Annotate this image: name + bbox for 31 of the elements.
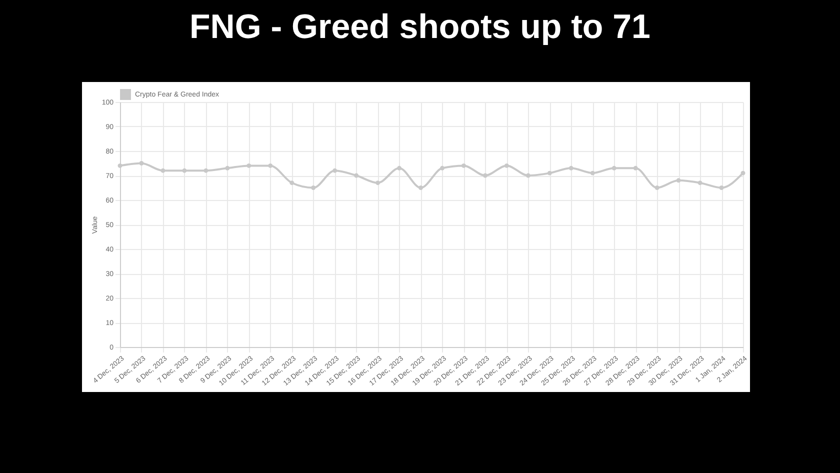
point [332,168,338,173]
point [246,163,252,168]
point [160,168,166,173]
point [139,161,144,166]
point [676,178,681,183]
point [612,166,616,170]
point [204,168,208,173]
point [311,186,316,190]
point [290,180,294,186]
point [461,163,466,168]
point [568,166,574,170]
point [633,166,638,170]
point [268,163,273,168]
point [719,186,724,190]
point [698,180,702,186]
point [654,186,660,190]
point [547,170,552,176]
point [482,173,488,178]
chart-title: FNG - Greed shoots up to 71 [188,8,652,47]
point [182,168,187,173]
point [740,170,746,176]
point [397,166,402,170]
point [590,170,595,176]
point [418,186,423,190]
point [225,166,230,170]
point [376,180,380,186]
point [504,163,509,168]
point [440,166,444,170]
point [118,163,122,168]
point [354,173,359,178]
point [526,173,530,178]
